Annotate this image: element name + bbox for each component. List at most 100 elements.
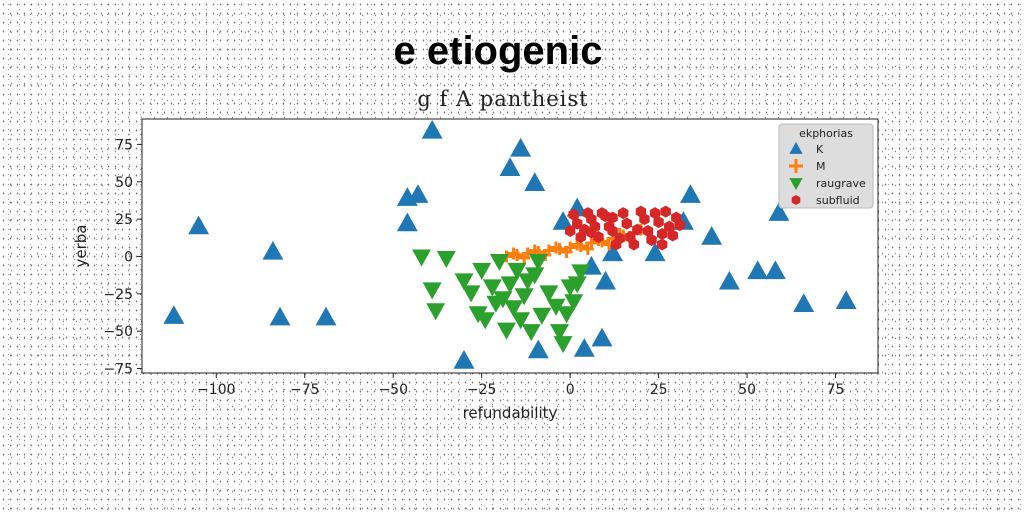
- point-k: [499, 157, 521, 177]
- x-tick-label: 0: [566, 382, 575, 398]
- point-k: [524, 172, 546, 191]
- point-subfluid: [656, 238, 668, 251]
- point-subfluid: [664, 220, 675, 233]
- point-m: [507, 247, 520, 260]
- point-k: [573, 338, 595, 357]
- point-k: [793, 293, 815, 312]
- point-m: [518, 251, 531, 264]
- point-raugrave: [564, 294, 584, 312]
- point-raugrave: [507, 262, 527, 280]
- point-subfluid: [674, 219, 686, 232]
- point-raugrave: [550, 324, 570, 342]
- point-subfluid: [607, 225, 618, 238]
- point-k: [680, 184, 701, 203]
- point-raugrave: [532, 307, 552, 325]
- y-tick-label: 75: [115, 137, 133, 153]
- point-k: [407, 184, 429, 203]
- series-subfluid: [564, 205, 686, 251]
- plot-border: [141, 118, 879, 374]
- point-raugrave: [412, 249, 432, 267]
- point-raugrave: [496, 322, 516, 340]
- point-k: [768, 202, 790, 221]
- point-m: [581, 242, 594, 255]
- point-raugrave: [475, 312, 495, 330]
- point-k: [552, 211, 574, 230]
- legend-label-k: K: [816, 143, 824, 156]
- point-raugrave: [511, 312, 531, 330]
- point-subfluid: [646, 234, 657, 247]
- point-k: [835, 290, 857, 309]
- x-tick-label: −75: [290, 382, 320, 398]
- point-k: [701, 226, 723, 245]
- point-subfluid: [586, 226, 597, 239]
- y-axis: 75 50 25 0 −25 −50 −75: [103, 137, 142, 378]
- x-tick-label: 25: [650, 382, 668, 398]
- point-raugrave: [525, 267, 545, 285]
- x-axis: −100 −75 −50 −25 0 25 50 75: [197, 373, 844, 398]
- point-subfluid: [653, 216, 664, 229]
- point-raugrave: [454, 273, 474, 291]
- x-tick-label: 75: [827, 382, 845, 398]
- point-raugrave: [521, 324, 541, 342]
- point-raugrave: [426, 303, 446, 321]
- legend-label-subfluid: subfluid: [816, 194, 860, 207]
- point-k: [453, 350, 475, 369]
- x-axis-label: refundability: [463, 404, 558, 422]
- point-raugrave: [553, 336, 573, 354]
- point-raugrave: [514, 288, 534, 306]
- point-subfluid: [614, 232, 625, 245]
- point-k: [602, 242, 624, 262]
- point-raugrave: [567, 276, 587, 294]
- y-axis-label: yerba: [72, 225, 90, 268]
- point-raugrave: [489, 253, 509, 271]
- point-raugrave: [528, 253, 548, 271]
- point-raugrave: [557, 306, 577, 324]
- point-k: [315, 306, 337, 326]
- point-subfluid: [618, 207, 629, 220]
- data-marks: [163, 119, 857, 369]
- y-tick-label: −75: [103, 362, 133, 378]
- point-subfluid: [660, 205, 671, 218]
- y-tick-label: −25: [103, 287, 133, 303]
- legend-label-raugrave: raugrave: [816, 177, 866, 190]
- point-subfluid: [564, 225, 576, 238]
- point-raugrave: [422, 282, 442, 300]
- point-raugrave: [500, 276, 520, 294]
- point-k: [644, 242, 666, 262]
- point-k: [595, 270, 616, 290]
- legend-marker-raugrave: [789, 178, 803, 190]
- point-subfluid: [649, 207, 661, 220]
- point-subfluid: [628, 238, 640, 251]
- point-k: [262, 240, 284, 260]
- point-raugrave: [461, 285, 481, 303]
- legend-marker-k: [789, 142, 803, 154]
- point-k: [510, 137, 532, 157]
- point-k: [269, 306, 291, 326]
- plot-frame: [142, 119, 878, 373]
- point-subfluid: [607, 211, 618, 224]
- point-subfluid: [639, 213, 650, 226]
- point-raugrave: [546, 298, 566, 316]
- legend-box: [778, 123, 874, 209]
- x-tick-label: −100: [197, 382, 235, 398]
- point-k: [527, 339, 549, 359]
- point-k: [396, 212, 418, 232]
- point-k: [421, 119, 443, 139]
- plot-area: [142, 119, 878, 373]
- point-k: [764, 260, 786, 280]
- y-tick-label: 25: [115, 212, 133, 228]
- chart-subtitle: g f A pantheist: [417, 87, 588, 111]
- point-subfluid: [632, 223, 643, 236]
- point-subfluid: [568, 208, 579, 221]
- y-tick-label: 50: [115, 175, 133, 191]
- point-raugrave: [493, 291, 513, 309]
- point-k: [718, 270, 740, 290]
- y-tick-label: 0: [124, 249, 133, 265]
- x-tick-label: −25: [467, 382, 497, 398]
- chart-title: e etiogenic: [394, 29, 603, 73]
- point-subfluid: [621, 217, 632, 230]
- x-tick-label: 50: [738, 382, 756, 398]
- point-raugrave: [472, 262, 492, 280]
- point-raugrave: [539, 285, 559, 303]
